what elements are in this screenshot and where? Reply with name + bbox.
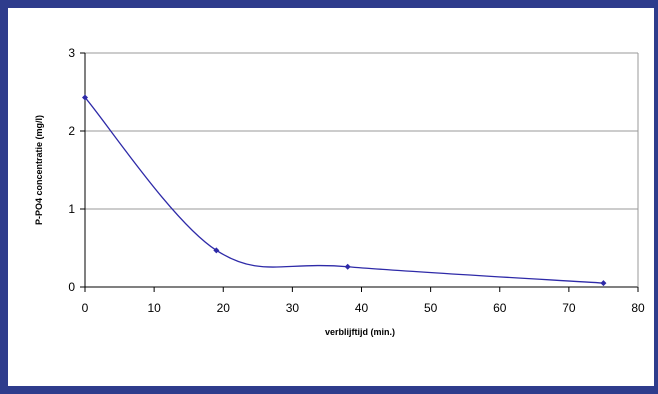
data-point <box>600 280 607 287</box>
x-axis-title: verblijftijd (min.) <box>325 327 395 337</box>
data-point <box>344 263 351 270</box>
x-tick-label: 0 <box>82 301 89 315</box>
y-axis-title: P-PO4 concentratie (mg/l) <box>34 115 44 225</box>
x-tick-label: 60 <box>493 301 507 315</box>
data-point <box>213 247 220 254</box>
x-tick-label: 40 <box>355 301 369 315</box>
series-line <box>84 97 604 284</box>
x-tick-labels: 0 10 20 30 40 50 60 70 80 <box>82 301 645 315</box>
y-tick-labels: 0 1 2 3 <box>68 46 75 294</box>
grid-lines <box>85 52 638 210</box>
y-tick-label: 2 <box>68 124 75 138</box>
x-tick-label: 10 <box>147 301 161 315</box>
y-tick-label: 1 <box>68 202 75 216</box>
x-tick-label: 20 <box>217 301 231 315</box>
x-tick-label: 70 <box>562 301 576 315</box>
x-tick-label: 50 <box>424 301 438 315</box>
x-tick-label: 80 <box>631 301 645 315</box>
data-point <box>82 94 88 101</box>
y-tick-label: 0 <box>68 280 75 294</box>
axes <box>80 52 639 292</box>
x-tick-label: 30 <box>286 301 300 315</box>
series <box>82 94 607 287</box>
y-tick-label: 3 <box>68 46 75 60</box>
